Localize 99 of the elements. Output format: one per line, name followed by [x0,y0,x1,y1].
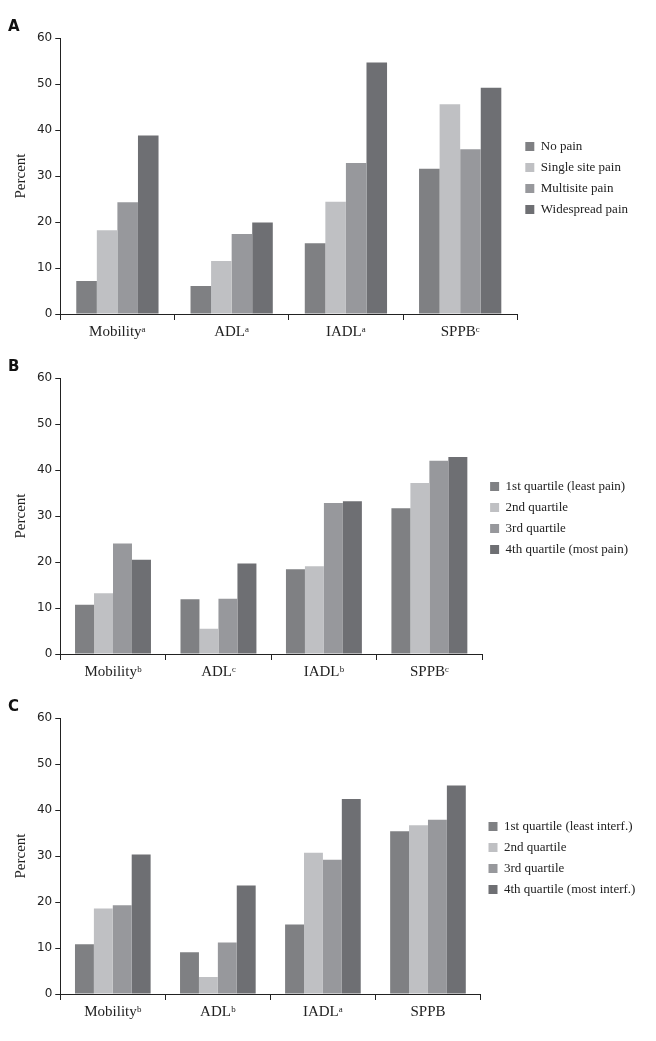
y-tick-label: 30 [36,848,53,863]
bar [285,569,305,654]
y-tick-label: 60 [36,370,53,385]
y-tick-label: 20 [36,894,53,909]
bar [322,859,342,994]
bar [480,87,502,314]
x-tick-label: ADLᶜ [201,662,236,679]
bar [180,952,199,994]
legend-label: Widespread pain [540,200,629,216]
bar [94,593,113,654]
bar [427,819,447,994]
legend-label: Multisite pain [540,179,614,195]
bar [190,285,212,314]
bar [366,62,388,314]
bar [231,233,253,314]
bar [342,501,362,654]
y-tick-label: 40 [36,462,53,477]
bar [131,854,151,994]
bar [285,924,304,994]
legend-label: 3rd quartile [505,519,567,535]
bar [391,508,411,654]
x-tick-label: ADLᵃ [214,322,250,339]
bar [304,566,324,654]
bar [304,243,326,314]
y-tick-label: 0 [44,646,53,661]
bar [237,563,257,654]
x-tick-label: IADLᵃ [325,322,366,339]
bar [409,825,428,994]
y-tick-label: 0 [44,986,53,1001]
x-tick-label: SPPBᶜ [440,322,480,339]
bar [236,885,256,994]
y-tick-label: 10 [36,260,53,275]
y-axis-title: Percent [11,152,28,199]
y-tick-label: 60 [36,30,53,45]
bar [74,944,94,994]
legend-label: 2nd quartile [504,838,567,854]
y-tick-label: 50 [36,76,53,91]
legend-label: 1st quartile (least interf.) [504,817,633,833]
x-tick-label: SPPBᶜ [409,662,449,679]
bar [199,628,219,654]
y-axis-title: Percent [11,832,28,879]
legend-label: Single site pain [540,158,622,174]
bar [217,942,237,994]
bar [304,852,323,994]
x-tick-label: Mobilityᵇ [84,662,142,679]
bar [429,460,449,654]
bar [252,222,273,314]
y-tick-label: 10 [36,940,53,955]
y-tick-label: 20 [36,554,53,569]
y-tick-label: 40 [36,122,53,137]
bar [325,201,346,314]
x-tick-label: Mobilityᵃ [89,322,146,339]
y-tick-label: 60 [36,710,53,725]
x-tick-label: IADLᵇ [303,662,345,679]
y-axis-title: Percent [11,492,28,539]
bar [410,482,430,654]
legend-label: 3rd quartile [504,859,565,875]
bar [76,280,97,314]
legend-label: 4th quartile (most pain) [505,540,628,556]
y-tick-label: 50 [36,756,53,771]
bar [419,168,440,314]
bar [341,798,361,994]
legend-label: 2nd quartile [505,498,569,514]
bar [218,598,238,654]
bar [323,503,343,654]
y-tick-label: 0 [44,306,53,321]
chart-title: B [8,356,20,375]
chart-title: A [8,16,20,35]
bar [439,104,461,314]
bar [390,831,410,994]
bar [180,599,200,654]
x-tick-label: SPPB [410,1002,446,1019]
bar [131,559,151,654]
y-tick-label: 30 [36,168,53,183]
x-tick-label: Mobilityᵇ [84,1002,142,1019]
bar [448,457,468,654]
legend-label: No pain [540,137,583,153]
y-tick-label: 30 [36,508,53,523]
y-tick-label: 40 [36,802,53,817]
bar [446,785,466,994]
bar [211,261,232,314]
bar [345,163,367,314]
legend-label: 4th quartile (most interf.) [504,880,636,896]
x-tick-label: IADLᵃ [302,1002,343,1019]
y-tick-label: 10 [36,600,53,615]
x-tick-label: ADLᵇ [200,1002,236,1019]
bar [75,604,95,654]
bar [112,905,132,994]
chart-title: C [8,696,20,715]
legend-label: 1st quartile (least pain) [505,477,626,493]
bar [93,908,113,994]
bar [137,135,159,314]
bar [460,149,481,314]
bar [198,976,218,994]
y-tick-label: 50 [36,416,53,431]
bar [113,543,132,654]
bar [117,202,138,314]
bar [96,230,118,314]
y-tick-label: 20 [36,214,53,229]
